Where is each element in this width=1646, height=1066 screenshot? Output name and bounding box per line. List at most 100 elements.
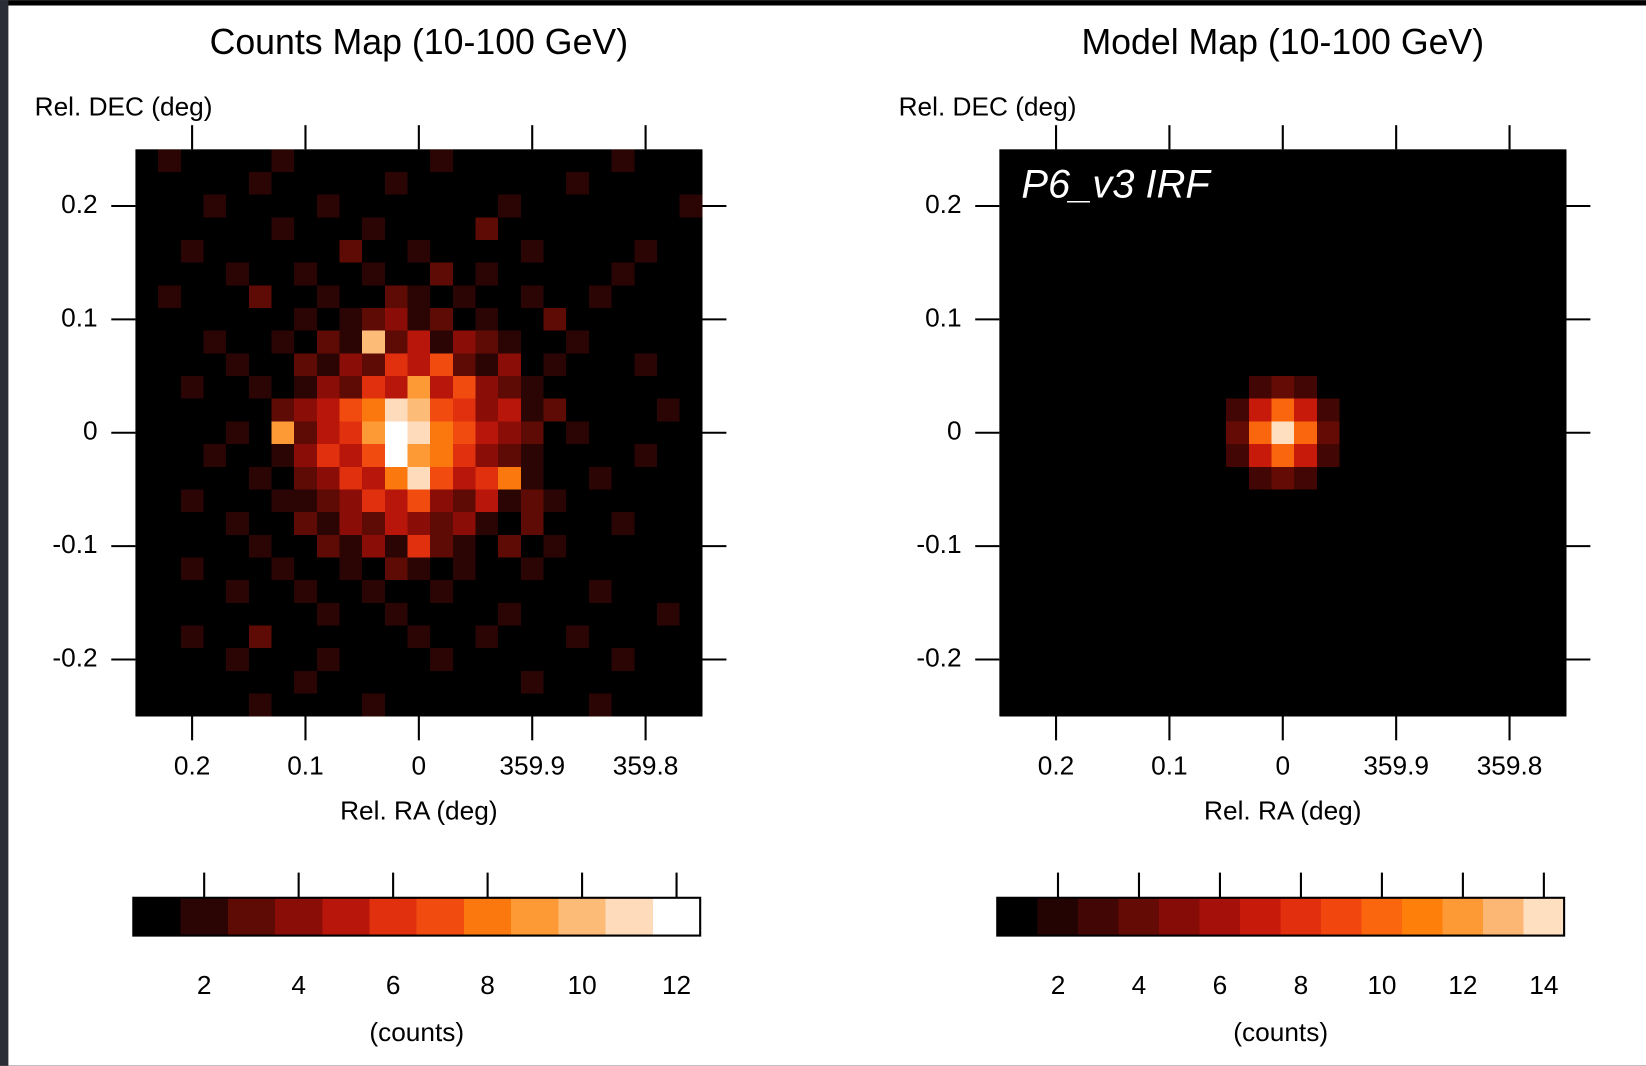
heatmap-cell: [999, 308, 1023, 332]
heatmap-cell: [1543, 308, 1567, 332]
heatmap-cell: [203, 398, 227, 422]
heatmap-cell: [1407, 285, 1431, 309]
heatmap-cell: [384, 602, 408, 626]
heatmap-cell: [203, 602, 227, 626]
heatmap-cell: [1543, 489, 1567, 513]
heatmap-cell: [339, 625, 363, 649]
heatmap-cell: [1203, 217, 1227, 241]
heatmap-cell: [1362, 217, 1386, 241]
heatmap-cell: [1226, 693, 1250, 717]
heatmap-cell: [1135, 330, 1159, 354]
heatmap-cell: [999, 285, 1023, 309]
heatmap-cell: [452, 466, 476, 490]
heatmap-cell: [294, 693, 318, 717]
heatmap-cell: [452, 670, 476, 694]
heatmap-cell: [1430, 217, 1454, 241]
heatmap-cell: [1271, 240, 1295, 264]
heatmap-cell: [384, 489, 408, 513]
heatmap-cell: [1044, 602, 1068, 626]
heatmap-cell: [180, 262, 204, 286]
heatmap-cell: [1226, 512, 1250, 536]
heatmap-cell: [1294, 285, 1318, 309]
heatmap-cell: [1226, 534, 1250, 558]
heatmap-cell: [362, 625, 386, 649]
x-tick-label: 0.2: [1038, 751, 1074, 781]
heatmap-cell: [158, 376, 182, 400]
heatmap-cell: [226, 557, 250, 581]
heatmap-cell: [248, 534, 272, 558]
heatmap-cell: [1226, 171, 1250, 196]
heatmap-cell: [679, 444, 703, 468]
heatmap-cell: [248, 625, 272, 649]
heatmap-cell: [498, 171, 522, 196]
heatmap-cell: [339, 421, 363, 445]
heatmap-cell: [1271, 376, 1295, 400]
heatmap-cell: [203, 512, 227, 536]
heatmap-cell: [384, 330, 408, 354]
heatmap-cell: [1135, 217, 1159, 241]
heatmap-cell: [1226, 353, 1250, 377]
heatmap-cell: [203, 194, 227, 218]
heatmap-cell: [1362, 670, 1386, 694]
heatmap-cell: [1452, 648, 1476, 672]
heatmap-cell: [611, 466, 635, 490]
heatmap-cell: [1248, 240, 1272, 264]
heatmap-cell: [362, 693, 386, 717]
heatmap-cell: [1112, 489, 1136, 513]
heatmap-cell: [1203, 648, 1227, 672]
heatmap-cell: [588, 421, 613, 445]
heatmap-cell: [1203, 285, 1227, 309]
heatmap-cell: [1475, 670, 1499, 694]
heatmap-cell: [362, 512, 386, 536]
heatmap-cell: [1498, 670, 1522, 694]
heatmap-cell: [316, 670, 340, 694]
y-tick-label: -0.1: [52, 529, 97, 559]
heatmap-cell: [1498, 308, 1522, 332]
heatmap-cell: [430, 512, 454, 536]
heatmap-cell: [1158, 512, 1182, 536]
heatmap-cell: [475, 693, 499, 717]
heatmap-cell: [294, 285, 318, 309]
heatmap-cell: [1135, 171, 1159, 196]
heatmap-cell: [452, 512, 476, 536]
heatmap-cell: [294, 580, 318, 604]
heatmap-cell: [384, 625, 408, 649]
heatmap-cell: [1180, 171, 1204, 196]
heatmap-cell: [498, 602, 522, 626]
heatmap-cell: [203, 421, 227, 445]
heatmap-cell: [1520, 625, 1544, 649]
heatmap-cell: [430, 353, 454, 377]
colorbar-tick-label: 12: [1448, 970, 1477, 1000]
heatmap-cell: [271, 308, 295, 332]
heatmap-cell: [656, 670, 681, 694]
heatmap-cell: [1362, 149, 1386, 173]
heatmap-cell: [1067, 330, 1091, 354]
heatmap-cell: [543, 353, 567, 377]
heatmap-cell: [1112, 625, 1136, 649]
heatmap-cell: [1226, 194, 1250, 218]
heatmap-cell: [679, 693, 703, 717]
heatmap-cell: [1384, 421, 1408, 445]
heatmap-cell: [679, 353, 703, 377]
y-tick-label: 0: [947, 416, 962, 446]
heatmap-cell: [679, 217, 703, 241]
heatmap-cell: [1158, 330, 1182, 354]
heatmap-cell: [611, 149, 635, 173]
heatmap-cell: [1520, 602, 1544, 626]
heatmap-cell: [1475, 262, 1499, 286]
heatmap-cell: [1067, 557, 1091, 581]
heatmap-cell: [271, 330, 295, 354]
heatmap-cell: [430, 217, 454, 241]
heatmap-cell: [339, 240, 363, 264]
heatmap-cell: [1452, 308, 1476, 332]
heatmap-cell: [1203, 330, 1227, 354]
heatmap-cell: [1067, 194, 1091, 218]
heatmap-cell: [158, 398, 182, 422]
heatmap-cell: [520, 602, 544, 626]
heatmap-cell: [384, 240, 408, 264]
heatmap-cell: [1339, 602, 1363, 626]
heatmap-cell: [566, 466, 590, 490]
heatmap-cell: [1067, 285, 1091, 309]
heatmap-cell: [180, 240, 204, 264]
heatmap-cell: [135, 398, 159, 422]
